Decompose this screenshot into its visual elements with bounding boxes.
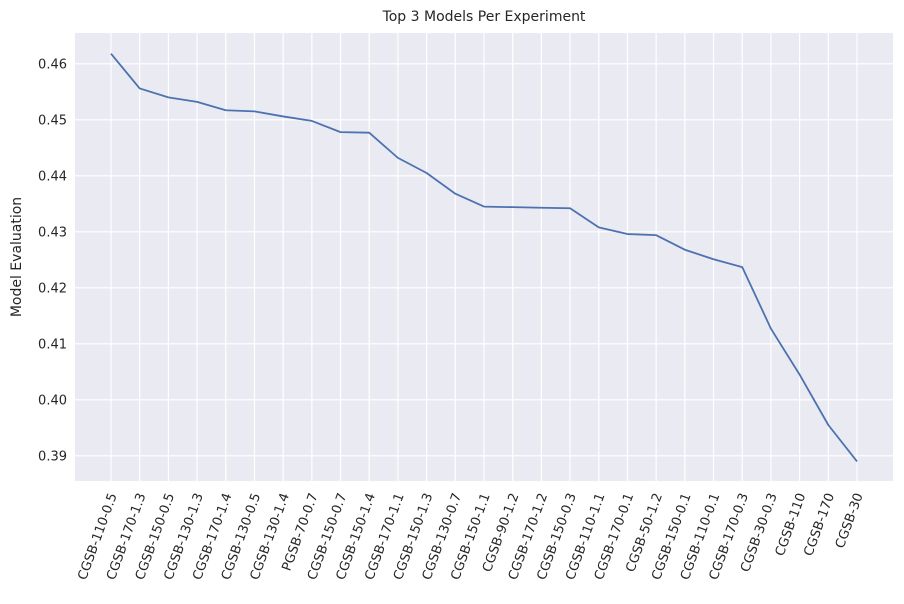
y-axis-title: Model Evaluation <box>9 197 25 317</box>
x-tick-labels: CGSB-110-0.5CGSB-170-1.3CGSB-150-0.5CGSB… <box>75 491 866 582</box>
x-gridlines <box>110 33 858 481</box>
series-group <box>110 53 858 462</box>
y-tick-label: 0.42 <box>38 281 67 296</box>
chart-title: Top 3 Models Per Experiment <box>382 9 586 25</box>
y-tick-label: 0.44 <box>38 169 67 184</box>
y-tick-label: 0.43 <box>38 225 67 240</box>
y-tick-label: 0.40 <box>38 393 67 408</box>
y-tick-label: 0.46 <box>38 57 67 72</box>
y-tick-labels: 0.39 0.40 0.41 0.42 0.43 0.44 0.45 0.46 <box>38 57 67 464</box>
y-gridlines <box>75 63 893 457</box>
x-tick-label: CGSB-30 <box>833 491 867 550</box>
y-tick-label: 0.41 <box>38 337 67 352</box>
y-tick-label: 0.45 <box>38 113 67 128</box>
y-tick-label: 0.39 <box>38 449 67 464</box>
series-line <box>110 53 858 462</box>
